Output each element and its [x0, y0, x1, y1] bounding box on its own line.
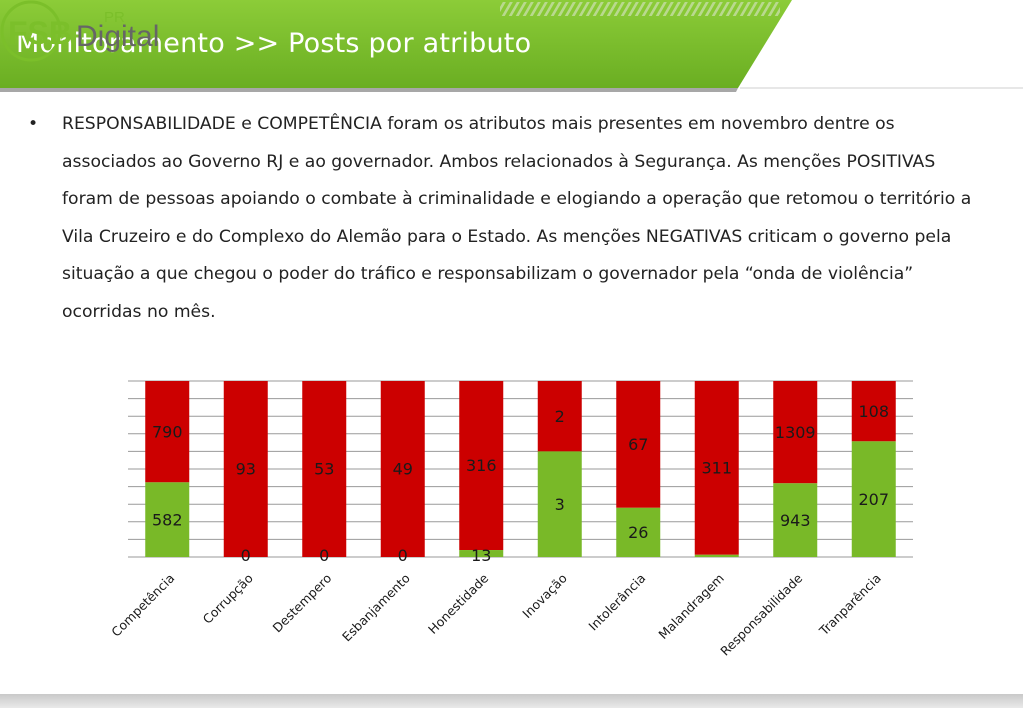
header-stripes — [500, 2, 780, 16]
data-label-negative: 49 — [393, 460, 413, 479]
data-label-positive: 13 — [471, 546, 491, 565]
summary-paragraph: RESPONSABILIDADE e COMPETÊNCIA foram os … — [62, 114, 972, 322]
header-band: Monitoramento >> Posts por atributo FSB … — [0, 0, 1023, 92]
bar-negative — [145, 381, 190, 483]
data-label-positive: 0 — [241, 546, 251, 565]
bar-negative — [380, 381, 425, 557]
data-label-negative: 108 — [858, 402, 889, 421]
logo-digital-text: Digital — [76, 20, 159, 53]
data-label-negative: 316 — [466, 456, 497, 475]
data-label-negative: 67 — [628, 435, 648, 454]
data-label-positive: 0 — [398, 546, 408, 565]
header-background — [0, 0, 1023, 92]
category-tick-label: Intolerância — [585, 571, 648, 634]
bar-positive — [851, 441, 896, 557]
page-title: Monitoramento >> Posts por atributo — [16, 28, 532, 59]
footer-bar — [0, 694, 1023, 708]
bar-negative — [223, 381, 268, 557]
body-text: • RESPONSABILIDADE e COMPETÊNCIA foram o… — [28, 106, 988, 332]
bar-negative — [773, 381, 818, 484]
header-green-band — [0, 0, 792, 88]
bar-negative — [851, 381, 896, 442]
data-label-negative: 1309 — [775, 423, 816, 442]
category-tick-label: Responsabilidade — [717, 570, 805, 658]
bar-positive — [694, 554, 739, 557]
category-tick-label: Competência — [108, 571, 177, 640]
data-label-negative: 311 — [701, 458, 732, 477]
data-label-positive: 3 — [555, 495, 565, 514]
data-label-negative: 790 — [152, 422, 183, 441]
fsb-pr-digital-logo: FSB PR Digital — [0, 0, 159, 62]
bar-negative — [302, 381, 347, 557]
bullet: • — [28, 114, 39, 134]
bar-positive — [459, 550, 504, 557]
bar-positive — [537, 451, 582, 557]
data-label-negative: 2 — [555, 407, 565, 426]
bar-positive — [616, 507, 661, 557]
stacked-bar-chart: 790 582 Competência 93 0 Corrupção 53 0 Destempe… — [108, 380, 913, 659]
bar-positive — [773, 483, 818, 557]
bar-positive — [145, 482, 190, 557]
category-tick-label: Honestidade — [425, 570, 492, 637]
data-label-positive: 582 — [152, 510, 183, 529]
data-label-positive: 943 — [780, 511, 811, 530]
category-tick-label: Esbanjamento — [339, 571, 413, 645]
data-label-positive: 26 — [628, 523, 648, 542]
logo-fsb-text: FSB — [8, 15, 72, 51]
category-tick-label: Inovação — [519, 571, 570, 622]
data-label-negative: 53 — [314, 460, 334, 479]
category-tick-label: Destempero — [270, 571, 335, 636]
data-label-positive: 207 — [858, 490, 889, 509]
category-tick-label: Malandragem — [655, 571, 726, 642]
logo-ring — [0, 0, 62, 62]
bar-negative — [616, 381, 661, 508]
data-label-negative: 93 — [236, 460, 256, 479]
category-tick-label: Corrupção — [200, 571, 256, 627]
bar-negative — [459, 381, 504, 551]
logo-pr-text: PR — [104, 9, 125, 26]
bar-negative — [537, 381, 582, 452]
category-tick-label: Tranparência — [816, 571, 884, 639]
bar-negative — [694, 381, 739, 555]
data-label-positive: 0 — [319, 546, 329, 565]
